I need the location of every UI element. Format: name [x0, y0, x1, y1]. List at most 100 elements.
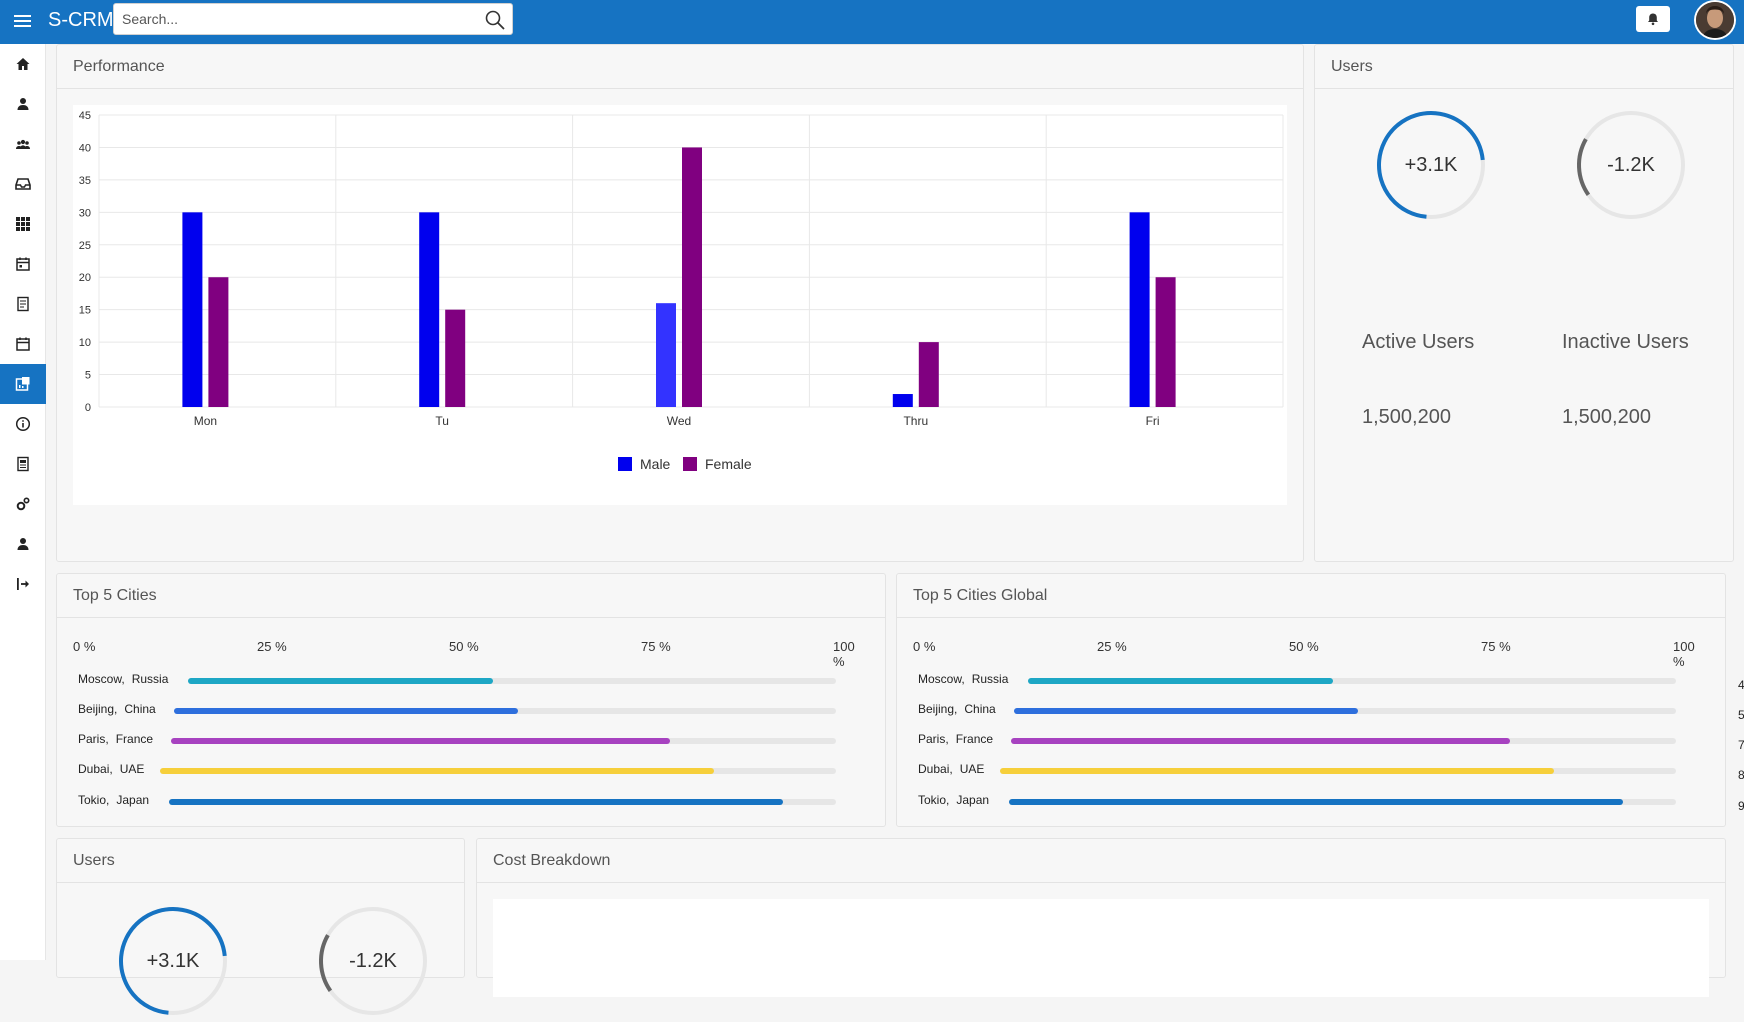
bar-male-wed[interactable] — [656, 303, 676, 407]
sidebar-item-contacts[interactable] — [0, 84, 46, 124]
city-row: Dubai,UAE82% — [918, 762, 1744, 784]
top-cities-card: Top 5 Cities 0 % 25 % 50 % 75 % 100 % Moscow,… — [56, 573, 922, 827]
notifications-button[interactable] — [1636, 6, 1670, 32]
sidebar-item-reports[interactable] — [0, 444, 46, 484]
progress-fill — [160, 768, 715, 774]
team-icon — [16, 139, 30, 149]
active-users-label: Active Users — [1362, 331, 1475, 353]
active-users-gauge-label: +3.1K — [1404, 153, 1458, 176]
y-tick-label: 5 — [85, 370, 91, 382]
settings-icon — [16, 497, 30, 511]
top-cities-global-card: Top 5 Cities Global 0 % 25 % 50 % 75 % 100 %… — [896, 573, 1744, 827]
search-input[interactable] — [114, 4, 474, 34]
city-row: Dubai,UAE82% — [78, 762, 922, 784]
city-row: Moscow,Russia47% — [78, 672, 922, 694]
sidebar-item-teams[interactable] — [0, 124, 46, 164]
users-card: Users +3.1K -1.2K Active Users Inactive … — [1314, 44, 1734, 562]
axis-tick-label: 0 % — [73, 639, 96, 654]
search-icon[interactable] — [484, 9, 506, 31]
axis-tick-label: 25 % — [257, 639, 287, 654]
avatar[interactable] — [1694, 0, 1736, 40]
country-label: UAE — [119, 762, 145, 776]
progress-track — [171, 738, 836, 744]
city-percent: 82% — [1738, 768, 1744, 782]
axis-tick-label: 25 % — [1097, 639, 1127, 654]
city-row: Moscow,Russia 47% — [918, 672, 1744, 694]
progress-fill — [1000, 768, 1555, 774]
bar-male-fri[interactable] — [1129, 212, 1150, 407]
sidebar-item-schedule[interactable] — [0, 324, 46, 364]
inactive-users-value: 1,500,200 — [1562, 406, 1651, 428]
city-row: Beijing,China52% — [78, 702, 922, 724]
performance-card: Performance 0 5 10 15 20 25 30 35 40 45 Mon Tu Wed Th… — [56, 44, 1304, 562]
x-tick-label: Thru — [903, 414, 928, 428]
axis-tick-label: 50 % — [1289, 639, 1319, 654]
top-bar: S-CRM — [0, 0, 1744, 44]
axis-tick-label: 100 % — [833, 639, 855, 669]
users-bottom-card: Users +3.1K -1.2K — [56, 838, 465, 1015]
bar-female-tu[interactable] — [445, 309, 466, 407]
users-title: Users — [1315, 45, 1733, 89]
gauge-arc — [1577, 111, 1685, 219]
city-name: Beijing, China — [78, 702, 156, 716]
active-users-value: 1,500,200 — [1362, 406, 1451, 428]
bar-female-wed[interactable] — [682, 147, 702, 407]
inactive-users-gauge: -1.2K — [1575, 109, 1687, 221]
progress-track — [1000, 768, 1676, 774]
city-name: Paris, France — [78, 732, 153, 746]
users-bottom-title: Users — [57, 839, 464, 883]
brand-title[interactable]: S-CRM — [48, 9, 114, 31]
active-users-gauge-bottom: +3.1K — [117, 905, 229, 1017]
top-cities-title: Top 5 Cities — [57, 574, 885, 618]
legend-swatch[interactable] — [683, 457, 697, 471]
inactive-users-gauge-bottom: -1.2K — [317, 905, 429, 1017]
city-name: Tokio, Japan — [78, 793, 149, 807]
sidebar-item-info[interactable] — [0, 404, 46, 444]
bar-female-mon[interactable] — [208, 277, 229, 407]
percent-axis: 0 % 25 % 50 % 75 % 100 % — [73, 639, 869, 669]
bar-female-thru[interactable] — [918, 342, 939, 407]
progress-fill — [171, 738, 670, 744]
city-percent: 47% — [1738, 678, 1744, 692]
sidebar-item-calendar[interactable] — [0, 244, 46, 284]
sidebar-item-profile[interactable] — [0, 524, 46, 564]
legend-label[interactable]: Male — [640, 456, 671, 472]
bar-male-thru[interactable] — [892, 394, 913, 407]
city-name: Moscow, Russia — [918, 672, 1008, 686]
y-tick-label: 25 — [79, 240, 91, 252]
country-label: Russia — [971, 672, 1009, 686]
sidebar-item-home[interactable] — [0, 44, 46, 84]
legend-swatch[interactable] — [618, 457, 632, 471]
city-percent: 75% — [1738, 738, 1744, 752]
x-tick-label: Mon — [194, 414, 217, 428]
sidebar-item-settings[interactable] — [0, 484, 46, 524]
y-tick-label: 20 — [79, 272, 91, 284]
y-tick-label: 30 — [79, 207, 91, 219]
city-label: Dubai, — [918, 762, 953, 776]
sidebar-item-logout[interactable] — [0, 564, 46, 604]
hamburger-menu-icon[interactable] — [14, 12, 31, 32]
city-label: Paris, — [918, 732, 949, 746]
legend-label[interactable]: Female — [705, 456, 752, 472]
sidebar-item-dashboard[interactable] — [0, 364, 46, 404]
sidebar-item-apps[interactable] — [0, 204, 46, 244]
cost-breakdown-title: Cost Breakdown — [477, 839, 1725, 883]
city-label: Tokio, — [918, 793, 950, 807]
bar-female-fri[interactable] — [1155, 277, 1176, 407]
progress-track — [1011, 738, 1676, 744]
progress-track — [160, 768, 836, 774]
country-label: France — [955, 732, 994, 746]
y-tick-label: 15 — [79, 305, 91, 317]
bar-male-tu[interactable] — [419, 212, 440, 407]
country-label: Japan — [116, 793, 150, 807]
progress-track — [188, 678, 836, 684]
sidebar-item-inbox[interactable] — [0, 164, 46, 204]
sidebar-item-documents[interactable] — [0, 284, 46, 324]
search-box — [113, 3, 513, 35]
inbox-icon — [15, 178, 31, 190]
progress-track — [169, 799, 836, 805]
bar-male-mon[interactable] — [182, 212, 203, 407]
city-row: Tokio,Japan92% — [78, 793, 922, 815]
user-avatar-icon — [1696, 2, 1734, 38]
y-tick-label: 40 — [79, 142, 91, 154]
